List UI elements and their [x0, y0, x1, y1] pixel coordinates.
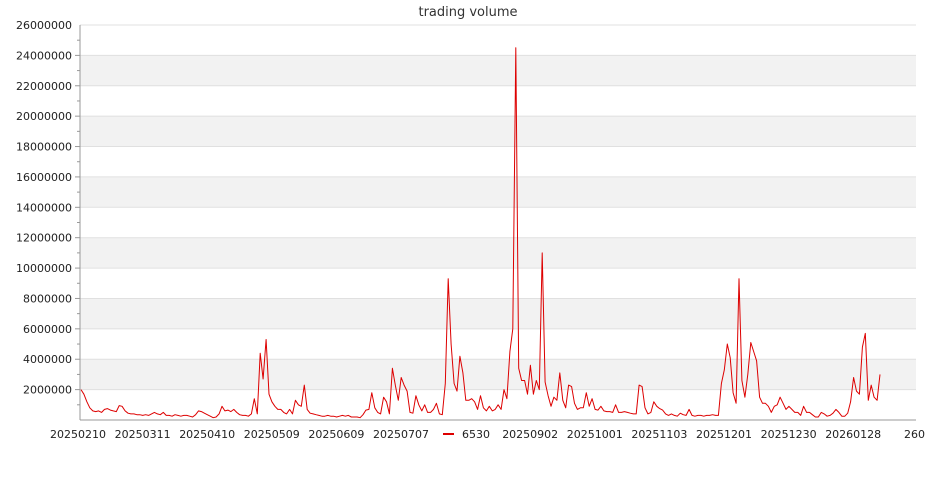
y-tick-label: 14000000	[16, 201, 72, 214]
x-tick-label: 20250210	[50, 428, 106, 441]
x-tick-label: 20250311	[115, 428, 171, 441]
y-tick-label: 2000000	[23, 384, 72, 397]
y-axis: 2000000 4000000 6000000 8000000 10000000 1200…	[16, 19, 81, 420]
x-tick-label: 20250609	[308, 428, 364, 441]
y-tick-label: 6000000	[23, 323, 72, 336]
x-tick-label: 20251103	[631, 428, 687, 441]
x-axis: 20250210 20250311 20250410 20250509 20250609…	[50, 419, 925, 441]
legend-label: 6530	[462, 428, 490, 441]
x-tick-label: 20251201	[696, 428, 752, 441]
y-tick-label: 10000000	[16, 262, 72, 275]
y-tick-label: 12000000	[16, 232, 72, 245]
x-tick-label: 260	[904, 428, 925, 441]
plot-band	[80, 55, 916, 86]
x-tick-label: 20250509	[244, 428, 300, 441]
y-tick-label: 16000000	[16, 171, 72, 184]
y-tick-label: 18000000	[16, 141, 72, 154]
x-tick-label: 20250707	[373, 428, 429, 441]
y-tick-label: 20000000	[16, 110, 72, 123]
chart-title: trading volume	[418, 5, 517, 20]
y-tick-label: 24000000	[16, 49, 72, 62]
x-tick-label: 20250410	[179, 428, 235, 441]
plot-band	[80, 237, 916, 269]
x-tick-label: 20260128	[825, 428, 881, 441]
plot-band	[80, 176, 916, 208]
legend: 6530	[443, 428, 490, 441]
plot-band	[80, 298, 916, 329]
plot-band	[80, 359, 916, 390]
y-tick-label: 26000000	[16, 19, 72, 32]
x-tick-label: 20251001	[567, 428, 623, 441]
y-tick-label: 22000000	[16, 80, 72, 93]
x-tick-label: 20250902	[502, 428, 558, 441]
gridlines	[80, 24, 916, 391]
y-tick-label: 8000000	[23, 292, 72, 305]
plot-bands	[80, 55, 916, 390]
series-line-6530	[80, 47, 881, 419]
series-lines	[80, 47, 881, 419]
plot-band	[80, 116, 916, 147]
x-tick-label: 20251230	[761, 428, 817, 441]
y-tick-label: 4000000	[23, 353, 72, 366]
